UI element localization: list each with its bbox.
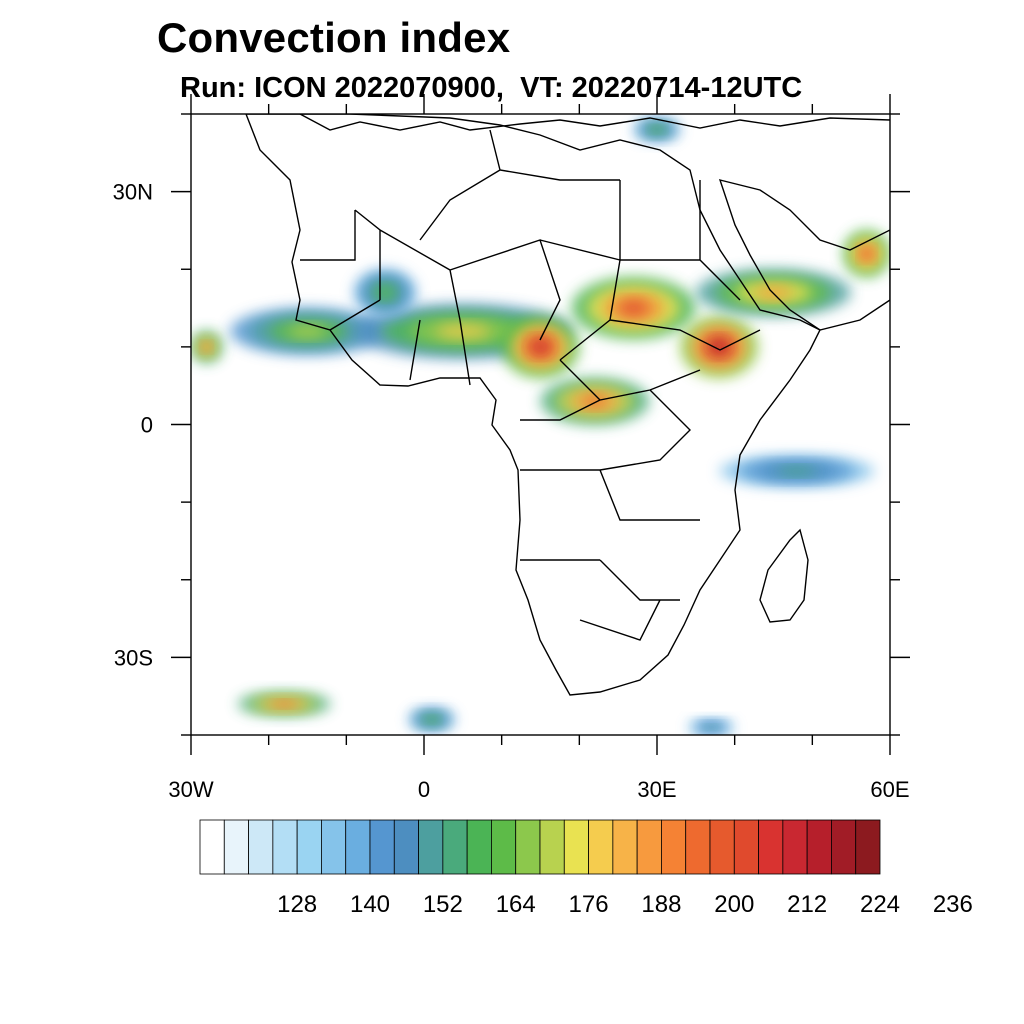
lon-tick-label: 30W <box>168 777 213 802</box>
chart-title: Convection index <box>157 14 511 61</box>
convection-zone-sudan-core <box>618 300 650 316</box>
colorbar-swatch <box>782 819 808 875</box>
arabia-coastline <box>718 179 890 331</box>
colorbar-label: 176 <box>569 891 609 918</box>
colorbar-swatch <box>491 819 517 875</box>
colorbar-swatch <box>806 819 832 875</box>
colorbar-swatch <box>685 819 711 875</box>
lon-tick-label: 60E <box>870 777 909 802</box>
convection-zone-congo-basin <box>581 395 609 408</box>
colorbar-swatch <box>588 819 614 875</box>
country-borders <box>300 129 761 641</box>
colorbar-label: 224 <box>860 891 900 918</box>
lat-tick-label: 0 <box>141 413 153 438</box>
coastlines-and-borders <box>245 114 890 696</box>
convection-zone-sahel-band-west <box>288 325 327 338</box>
convection-zone-south-atlantic-front <box>272 701 296 707</box>
convection-zone-mauritania-mali <box>377 286 393 299</box>
convection-zone-sahel-band-central <box>435 324 491 339</box>
convection-zone-ethiopia-core <box>709 339 729 355</box>
colorbar-label: 188 <box>641 891 681 918</box>
convection-zone-south-atlantic-small <box>425 716 438 723</box>
lon-tick-label: 30E <box>637 777 676 802</box>
colorbar-swatch <box>733 819 759 875</box>
colorbar-swatch <box>272 819 298 875</box>
colorbar-swatch <box>831 819 857 875</box>
convection-zone-chad-cameroon-core <box>530 339 551 355</box>
colorbar-swatch <box>636 819 662 875</box>
colorbar-label: 236 <box>933 891 973 918</box>
lat-tick-label: 30N <box>113 180 153 205</box>
colorbar-label: 212 <box>787 891 827 918</box>
convection-zone-libya-cyprus-north <box>651 126 663 133</box>
axis-tick-labels: 30N 0 30S 30W 0 30E 60E <box>113 180 910 802</box>
colorbar-swatch <box>661 819 687 875</box>
convection-zone-atlantic-west <box>202 342 211 351</box>
chart-subtitle: Run: ICON 2022070900, VT: 20220714-12UTC <box>180 72 803 104</box>
colorbar-swatch <box>466 819 492 875</box>
colorbar-label: 200 <box>714 891 754 918</box>
colorbar-swatch <box>612 819 638 875</box>
colorbar-swatch <box>199 819 225 875</box>
colorbar-swatch <box>539 819 565 875</box>
axis-ticks <box>171 94 910 755</box>
convection-zone-mozambique-channel-south <box>705 725 718 730</box>
convection-zone-indian-ocean-east <box>777 467 817 475</box>
madagascar-coastline <box>759 528 809 623</box>
colorbar-swatch <box>369 819 395 875</box>
colorbar <box>199 819 881 875</box>
colorbar-swatch <box>515 819 541 875</box>
colorbar-label: 140 <box>350 891 390 918</box>
colorbar-label: 152 <box>423 891 463 918</box>
colorbar-swatch <box>758 819 784 875</box>
colorbar-labels: 128 140 152 164 176 188 200 212 224 236 <box>277 891 973 918</box>
colorbar-swatch <box>563 819 589 875</box>
convection-zone-yemen-arabia-east <box>860 247 873 260</box>
colorbar-swatch <box>296 819 322 875</box>
europe-coastline <box>299 114 890 131</box>
colorbar-swatch <box>321 819 347 875</box>
colorbar-swatch <box>248 819 274 875</box>
colorbar-label: 128 <box>277 891 317 918</box>
colorbar-swatch <box>442 819 468 875</box>
colorbar-swatch <box>709 819 735 875</box>
lon-tick-label: 0 <box>418 777 430 802</box>
colorbar-swatch <box>345 819 371 875</box>
colorbar-swatch <box>418 819 444 875</box>
africa-coastline <box>245 114 821 696</box>
colorbar-label: 164 <box>496 891 536 918</box>
colorbar-swatch <box>223 819 249 875</box>
colorbar-swatch <box>393 819 419 875</box>
colorbar-swatch <box>855 819 881 875</box>
lat-tick-label: 30S <box>114 645 153 670</box>
